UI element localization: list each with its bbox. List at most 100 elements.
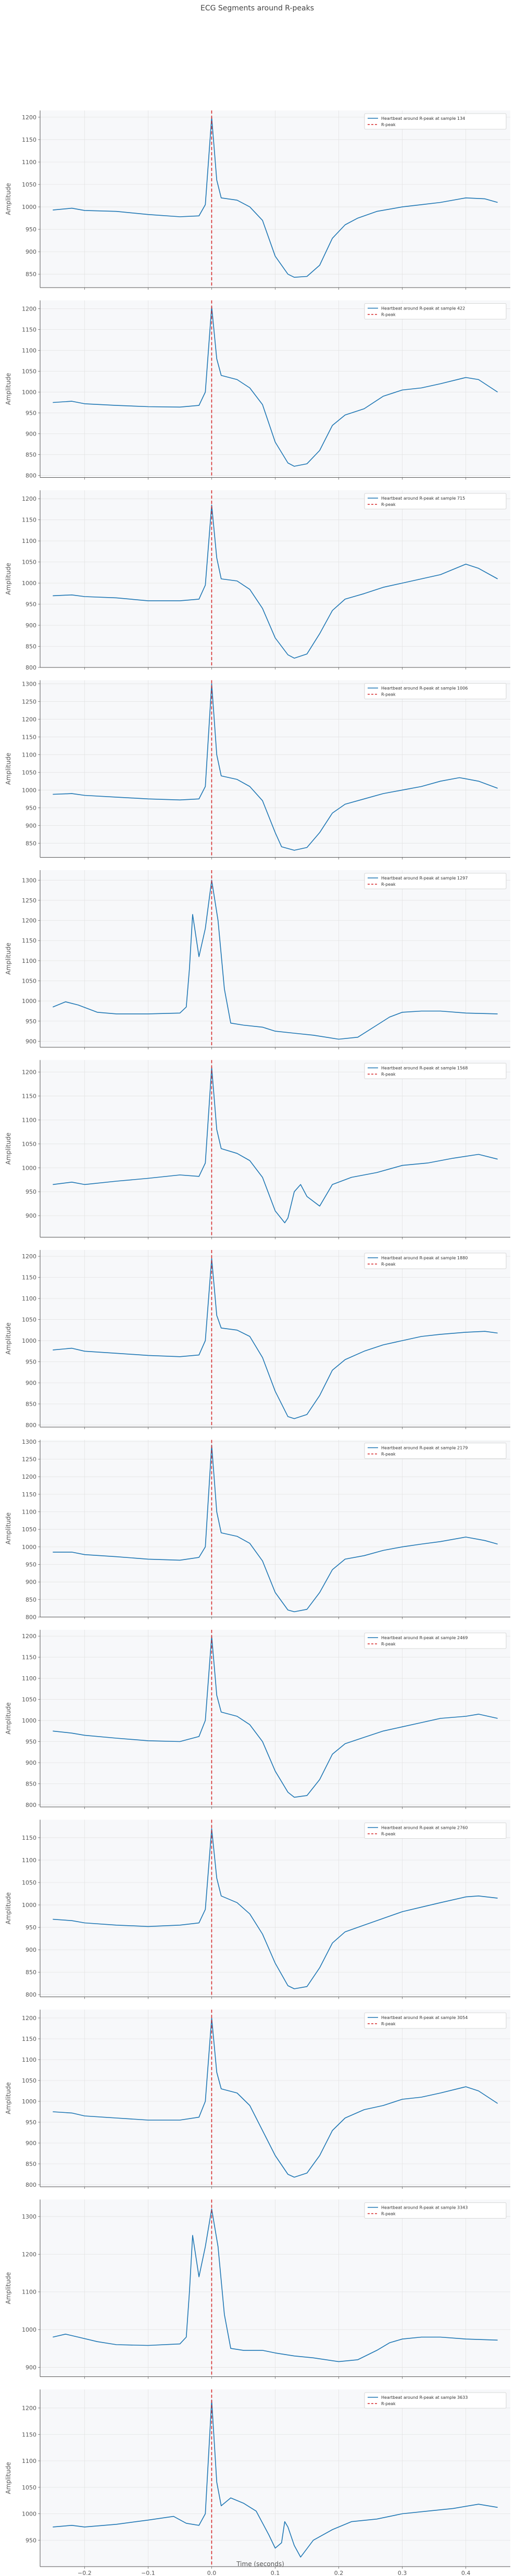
heartbeat-line [53, 504, 498, 659]
x-tick-label: 0.3 [398, 2570, 407, 2576]
legend-box [364, 493, 507, 510]
legend-rpeak-label: R-peak [381, 1452, 396, 1457]
legend: Heartbeat around R-peak at sample 715R-p… [364, 493, 507, 510]
legend-heartbeat-label: Heartbeat around R-peak at sample 2469 [381, 1636, 468, 1640]
y-axis-label: Amplitude [5, 1513, 12, 1545]
heartbeat-line [53, 306, 498, 467]
y-tick-label: 800 [26, 1802, 36, 1809]
y-tick-label: 1100 [22, 538, 36, 544]
heartbeat-line [53, 1636, 498, 1798]
legend-rpeak-label: R-peak [381, 502, 396, 507]
y-tick-label: 1250 [22, 1456, 36, 1463]
x-tick-label: −0.1 [141, 2570, 155, 2576]
panel-1: 850 900 950 1000 1050 1100 1150 1200 Amplitude He… [5, 110, 510, 290]
y-tick-label: 850 [26, 643, 36, 650]
legend-rpeak-label: R-peak [381, 1642, 396, 1646]
panel-11: 800 850 900 950 1000 1050 1100 1150 1200 Amplitud… [5, 2010, 510, 2189]
y-tick-label: 1200 [22, 2015, 36, 2022]
y-tick-label: 900 [26, 1038, 36, 1045]
y-tick-label: 1300 [22, 877, 36, 884]
y-tick-label: 1000 [22, 1165, 36, 1171]
y-tick-label: 1050 [22, 368, 36, 375]
panel-9: 800 850 900 950 1000 1050 1100 1150 1200 Amplitud… [5, 1630, 510, 1809]
y-tick-label: 1000 [22, 580, 36, 587]
y-tick-label: 1150 [22, 1093, 36, 1099]
y-tick-label: 800 [26, 1422, 36, 1429]
legend-box [364, 1632, 507, 1649]
y-tick-label: 850 [26, 1780, 36, 1787]
y-tick-label: 950 [26, 2537, 36, 2544]
panel-8: 800 850 900 950 1000 1050 1100 1150 1200 1250 1300… [5, 1439, 510, 1621]
y-tick-label: 1000 [22, 204, 36, 210]
y-tick-label: 1200 [22, 496, 36, 502]
y-tick-label: 900 [26, 622, 36, 629]
y-tick-label: 1100 [22, 2458, 36, 2464]
y-tick-label: 1100 [22, 2057, 36, 2063]
x-axis-label: Time (seconds) [236, 2560, 284, 2568]
y-tick-label: 1100 [22, 1295, 36, 1302]
y-tick-label: 1100 [22, 751, 36, 758]
y-tick-label: 1200 [22, 918, 36, 924]
y-tick-label: 1100 [22, 159, 36, 166]
y-tick-label: 1000 [22, 2098, 36, 2105]
y-tick-label: 1100 [22, 958, 36, 964]
y-tick-label: 1150 [22, 937, 36, 944]
y-axis-label: Amplitude [5, 2082, 12, 2114]
legend-heartbeat-label: Heartbeat around R-peak at sample 1297 [381, 876, 468, 881]
y-tick-label: 1100 [22, 1857, 36, 1864]
y-tick-label: 850 [26, 271, 36, 278]
y-tick-label: 1150 [22, 1491, 36, 1498]
y-tick-label: 1200 [22, 2405, 36, 2412]
legend-heartbeat-label: Heartbeat around R-peak at sample 2760 [381, 1826, 468, 1830]
y-tick-label: 1150 [22, 1835, 36, 1841]
y-tick-label: 1150 [22, 137, 36, 143]
legend-heartbeat-label: Heartbeat around R-peak at sample 422 [381, 306, 465, 311]
x-tick-label: −0.2 [78, 2570, 92, 2576]
y-tick-label: 1000 [22, 389, 36, 396]
y-tick-label: 1200 [22, 716, 36, 723]
y-tick-label: 950 [26, 1359, 36, 1366]
heartbeat-line [53, 2017, 498, 2178]
heartbeat-line [53, 2399, 498, 2558]
y-tick-label: 1200 [22, 114, 36, 121]
y-tick-label: 800 [26, 1991, 36, 1998]
legend-box [364, 2012, 507, 2029]
y-tick-label: 800 [26, 1614, 36, 1621]
legend-box [364, 2202, 507, 2219]
legend-box [364, 1443, 507, 1459]
y-axis-label: Amplitude [5, 373, 12, 405]
legend: Heartbeat around R-peak at sample 1006R-… [364, 683, 507, 699]
heartbeat-line [53, 880, 498, 1040]
y-tick-label: 1300 [22, 680, 36, 687]
y-tick-label: 1150 [22, 2036, 36, 2042]
y-tick-label: 900 [26, 1212, 36, 1219]
y-axis-label: Amplitude [5, 183, 12, 215]
legend-rpeak-label: R-peak [381, 2401, 396, 2406]
y-tick-label: 1000 [22, 1337, 36, 1344]
legend-rpeak-label: R-peak [381, 1262, 396, 1267]
y-tick-label: 1300 [22, 2213, 36, 2220]
y-tick-label: 1200 [22, 306, 36, 313]
y-tick-label: 1150 [22, 734, 36, 740]
legend-heartbeat-label: Heartbeat around R-peak at sample 3633 [381, 2395, 468, 2400]
y-tick-label: 1100 [22, 1117, 36, 1123]
y-axis-label: Amplitude [5, 563, 12, 595]
y-tick-label: 1000 [22, 1717, 36, 1724]
y-tick-label: 1050 [22, 1317, 36, 1323]
y-tick-label: 1050 [22, 1526, 36, 1533]
y-tick-label: 1100 [22, 348, 36, 354]
panel-6: 900 950 1000 1050 1100 1150 1200 Amplitude Heart… [5, 1060, 510, 1240]
y-tick-label: 1000 [22, 2511, 36, 2518]
y-tick-label: 1000 [22, 787, 36, 794]
legend-rpeak-label: R-peak [381, 313, 396, 317]
legend-rpeak-label: R-peak [381, 2022, 396, 2026]
y-tick-label: 1050 [22, 1879, 36, 1886]
y-tick-label: 800 [26, 473, 36, 479]
y-axis-label: Amplitude [5, 1133, 12, 1165]
legend-heartbeat-label: Heartbeat around R-peak at sample 715 [381, 496, 465, 501]
legend: Heartbeat around R-peak at sample 1568R-… [364, 1063, 507, 1079]
y-tick-label: 1050 [22, 1696, 36, 1703]
y-tick-label: 900 [26, 1579, 36, 1586]
y-tick-label: 1250 [22, 897, 36, 904]
